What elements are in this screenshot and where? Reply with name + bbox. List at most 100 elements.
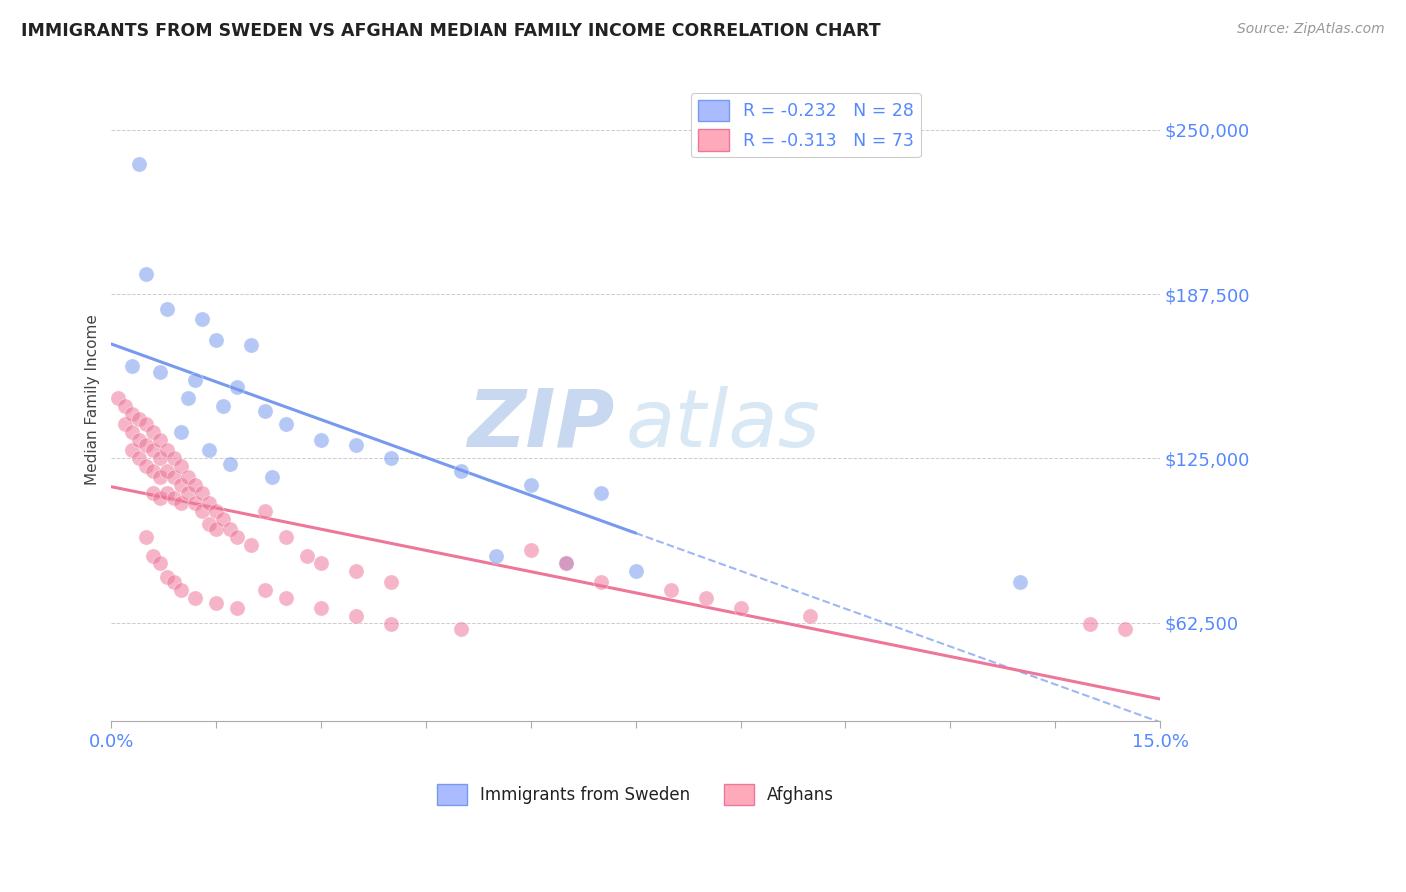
Point [177, 485, 200, 500]
Point [156, 485, 179, 500]
Point [149, 469, 172, 483]
Point [128, 433, 150, 447]
Point [589, 485, 612, 500]
Point [240, 338, 263, 352]
Point [184, 372, 207, 386]
Point [191, 485, 214, 500]
Point [276, 417, 298, 432]
Point [198, 516, 221, 531]
Point [730, 601, 752, 615]
Text: Source: ZipAtlas.com: Source: ZipAtlas.com [1237, 22, 1385, 37]
Point [295, 549, 318, 563]
Point [149, 451, 172, 466]
Point [240, 538, 263, 552]
Point [184, 591, 207, 605]
Point [149, 491, 172, 505]
Point [799, 609, 821, 624]
Point [135, 417, 157, 432]
Point [170, 582, 193, 597]
Point [226, 530, 249, 544]
Point [695, 591, 717, 605]
Point [121, 407, 143, 421]
Point [184, 496, 207, 510]
Point [156, 569, 179, 583]
Point [156, 443, 179, 458]
Point [121, 425, 143, 439]
Point [485, 549, 508, 563]
Point [163, 469, 186, 483]
Point [156, 465, 179, 479]
Point [135, 268, 157, 282]
Point [254, 582, 277, 597]
Point [380, 574, 402, 589]
Point [205, 504, 228, 518]
Point [142, 443, 165, 458]
Point [254, 404, 277, 418]
Point [226, 380, 249, 394]
Point [170, 459, 193, 474]
Point [262, 469, 284, 483]
Point [142, 425, 165, 439]
Point [191, 504, 214, 518]
Point [205, 333, 228, 347]
Point [380, 451, 402, 466]
Point [142, 485, 165, 500]
Point [344, 609, 367, 624]
Point [520, 543, 543, 558]
Point [450, 622, 472, 636]
Point [170, 425, 193, 439]
Text: ZIP: ZIP [467, 386, 614, 464]
Point [114, 417, 136, 432]
Text: IMMIGRANTS FROM SWEDEN VS AFGHAN MEDIAN FAMILY INCOME CORRELATION CHART: IMMIGRANTS FROM SWEDEN VS AFGHAN MEDIAN … [21, 22, 880, 40]
Point [142, 549, 165, 563]
Point [276, 530, 298, 544]
Point [163, 491, 186, 505]
Point [142, 465, 165, 479]
Point [589, 574, 612, 589]
Point [177, 469, 200, 483]
Point [121, 359, 143, 374]
Point [226, 601, 249, 615]
Point [554, 557, 576, 571]
Point [380, 616, 402, 631]
Point [450, 465, 472, 479]
Point [309, 601, 332, 615]
Point [1010, 574, 1032, 589]
Point [205, 596, 228, 610]
Point [135, 530, 157, 544]
Point [659, 582, 682, 597]
Point [198, 496, 221, 510]
Point [149, 433, 172, 447]
Point [128, 157, 150, 171]
Point [128, 412, 150, 426]
Point [128, 451, 150, 466]
Legend: Immigrants from Sweden, Afghans: Immigrants from Sweden, Afghans [430, 778, 841, 812]
Text: atlas: atlas [626, 386, 820, 464]
Point [135, 459, 157, 474]
Point [309, 433, 332, 447]
Point [135, 438, 157, 452]
Point [254, 504, 277, 518]
Point [212, 399, 235, 413]
Y-axis label: Median Family Income: Median Family Income [86, 314, 100, 484]
Point [170, 477, 193, 491]
Point [149, 557, 172, 571]
Point [344, 564, 367, 578]
Point [205, 522, 228, 536]
Point [624, 564, 647, 578]
Point [1078, 616, 1101, 631]
Point [219, 522, 242, 536]
Point [114, 399, 136, 413]
Point [1114, 622, 1136, 636]
Point [177, 391, 200, 405]
Point [170, 496, 193, 510]
Point [184, 477, 207, 491]
Point [191, 312, 214, 326]
Point [309, 557, 332, 571]
Point [520, 477, 543, 491]
Point [344, 438, 367, 452]
Point [156, 301, 179, 316]
Point [163, 451, 186, 466]
Point [554, 557, 576, 571]
Point [276, 591, 298, 605]
